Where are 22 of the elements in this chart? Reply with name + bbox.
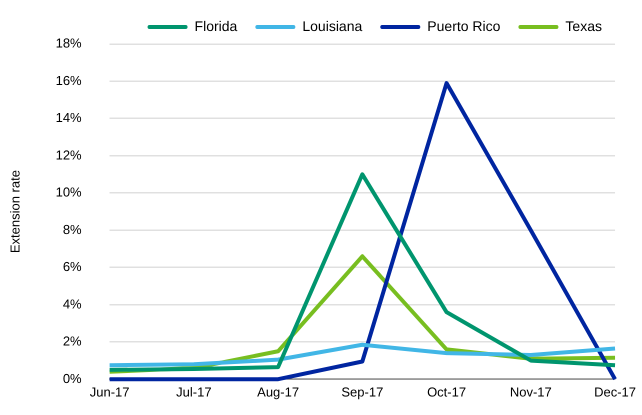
y-axis-title: Extension rate (7, 170, 22, 254)
y-tick-label: 8% (62, 222, 82, 237)
x-tick-label: Jul-17 (176, 384, 212, 400)
x-tick-label: Oct-17 (427, 384, 466, 400)
y-tick-label: 4% (62, 296, 82, 312)
legend-label: Florida (194, 18, 238, 34)
y-tick-label: 14% (56, 110, 82, 126)
y-tick-label: 10% (56, 184, 82, 200)
x-tick-label: Jun-17 (90, 384, 130, 400)
y-tick-label: 12% (56, 147, 82, 162)
legend-label: Puerto Rico (427, 18, 501, 34)
legend-label: Louisiana (302, 18, 362, 34)
x-tick-label: Nov-17 (510, 384, 552, 400)
y-tick-label: 18% (56, 36, 82, 51)
x-tick-label: Sep-17 (341, 384, 384, 400)
legend-label: Texas (565, 18, 602, 34)
y-tick-label: 0% (62, 370, 82, 386)
x-tick-label: Dec-17 (594, 384, 636, 400)
y-tick-label: 6% (62, 259, 82, 274)
y-tick-label: 16% (56, 72, 82, 88)
x-tick-label: Aug-17 (257, 384, 300, 400)
y-tick-label: 2% (62, 334, 82, 349)
